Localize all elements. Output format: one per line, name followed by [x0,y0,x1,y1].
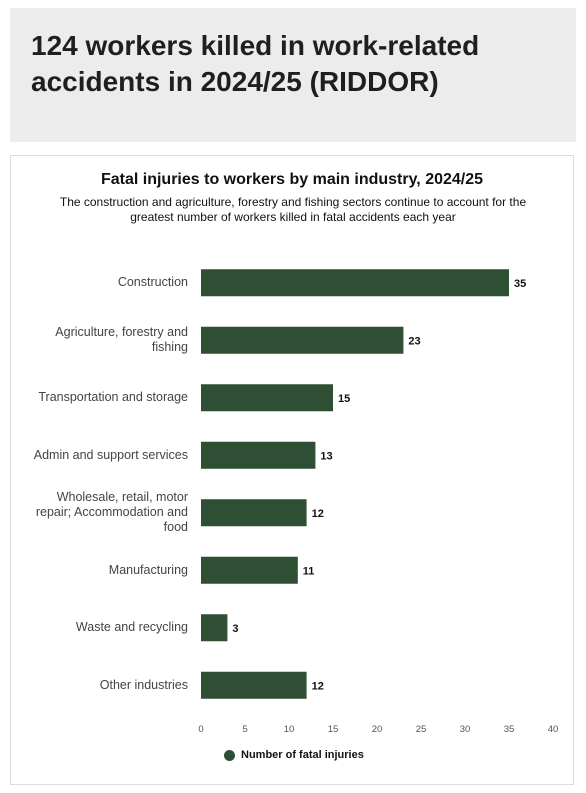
category-label-4: Wholesale, retail, motor repair; Accommo… [35,490,188,535]
category-label-5: Manufacturing [108,562,188,577]
x-tick-1: 5 [242,724,247,735]
category-label-7: Other industries [99,677,188,692]
bar-chart: 35 23 15 13 12 11 3 12 0 5 10 15 20 25 30 35 40 [198,269,559,735]
header-banner: 124 workers killed in work-related accid… [10,8,576,142]
data-label-1: 23 [408,335,420,347]
chart-card: Fatal injuries to workers by main indust… [10,155,574,785]
data-label-3: 13 [320,450,332,462]
x-tick-8: 40 [548,724,559,735]
legend-marker-icon [224,749,235,761]
data-label-7: 12 [312,680,324,692]
bar-6[interactable] [201,614,228,642]
bar-7[interactable] [201,671,307,699]
bar-3[interactable] [201,441,316,469]
x-tick-2: 10 [284,724,295,735]
data-label-2: 15 [338,393,350,405]
data-label-5: 11 [303,565,315,577]
category-label-1: Agriculture, forestry and fishing [55,325,188,355]
bar-5[interactable] [201,556,298,584]
data-label-0: 35 [514,278,526,290]
bar-1[interactable] [201,326,404,354]
x-tick-5: 25 [416,724,427,735]
bar-0[interactable] [201,269,509,297]
bar-4[interactable] [201,499,307,527]
category-label-3: Admin and support services [33,447,188,462]
category-label-6: Waste and recycling [75,620,188,635]
legend-label: Number of fatal injuries [241,749,364,761]
x-tick-4: 20 [372,724,383,735]
bar-2[interactable] [201,384,333,412]
data-label-4: 12 [312,508,324,520]
chart-title: Fatal injuries to workers by main indust… [100,171,484,188]
x-tick-3: 15 [328,724,339,735]
x-tick-7: 35 [504,724,515,735]
page-title: 124 workers killed in work-related accid… [31,30,480,97]
chart-subtitle: The construction and agriculture, forest… [59,195,527,224]
chart-legend[interactable]: Number of fatal injuries [224,747,364,763]
category-label-2: Transportation and storage [38,390,188,405]
category-label-0: Construction [117,275,188,290]
x-tick-6: 30 [460,724,471,735]
x-tick-0: 0 [198,724,203,735]
data-label-6: 3 [232,623,238,635]
